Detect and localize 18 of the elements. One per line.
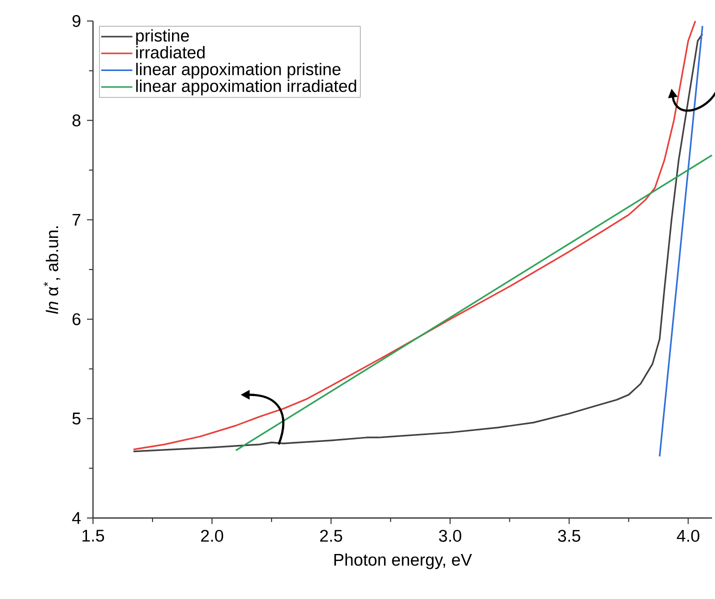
legend-label: irradiated xyxy=(136,46,205,58)
y-tick-label: 6 xyxy=(72,313,80,326)
legend-label: linear appoximation irradiated xyxy=(136,80,356,96)
x-tick-label: 2.5 xyxy=(320,530,342,542)
legend-label: pristine xyxy=(136,29,189,45)
x-tick-label: 2.0 xyxy=(201,530,224,542)
y-tick-label: 8 xyxy=(72,114,80,126)
legend-label: linear appoximation pristine xyxy=(136,62,340,79)
x-tick-label: 3.0 xyxy=(438,530,462,542)
y-tick-label: 5 xyxy=(72,412,80,425)
y-tick-label: 9 xyxy=(72,14,80,27)
x-axis-title: Photon energy, eV xyxy=(334,553,472,570)
y-tick-label: 7 xyxy=(72,214,80,226)
y-axis-title: ln α$^{*}$, ab.un. xyxy=(44,226,60,314)
x-tick-label: 3.5 xyxy=(558,530,580,542)
x-tick-label: 4.0 xyxy=(676,530,700,542)
x-tick-label: 1.5 xyxy=(82,530,104,542)
y-tick-label: 4 xyxy=(72,512,81,524)
